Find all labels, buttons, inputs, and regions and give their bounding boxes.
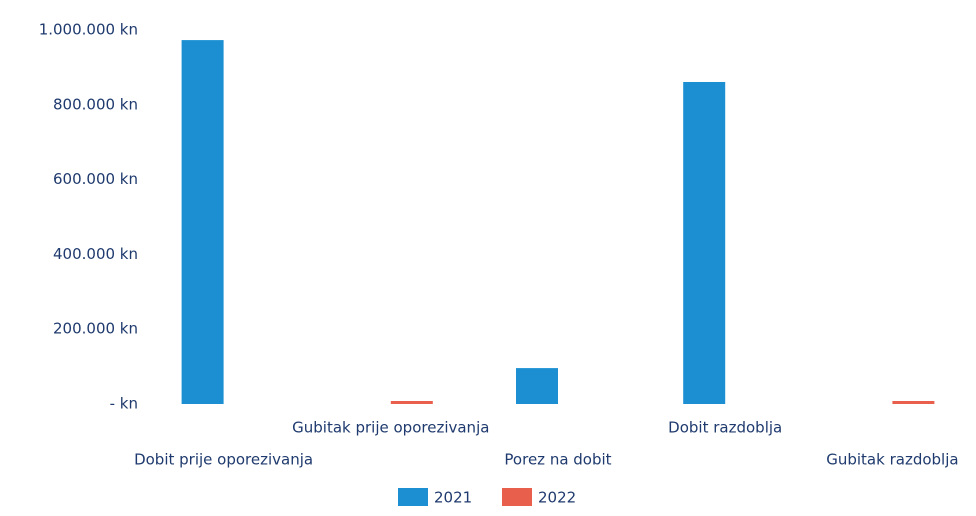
x-tick-label: Dobit razdoblja [668,419,782,437]
bar [892,401,935,404]
y-tick-label: 800.000 kn [53,95,138,113]
bar [390,401,433,404]
y-tick-label: 600.000 kn [53,170,138,188]
bar [683,81,726,405]
y-tick-label: 200.000 kn [53,320,138,338]
legend-swatch [502,488,532,506]
legend-label: 2022 [538,489,576,507]
y-tick-label: - kn [110,395,138,413]
y-tick-label: 400.000 kn [53,245,138,263]
y-tick-label: 1.000.000 kn [39,21,138,39]
bar [516,368,558,404]
x-tick-label: Porez na dobit [504,451,611,469]
bar [181,40,224,405]
x-tick-label: Gubitak prije oporezivanja [292,419,489,437]
x-tick-label: Dobit prije oporezivanja [134,451,313,469]
legend-swatch [398,488,428,506]
x-tick-label: Gubitak razdoblja [826,451,958,469]
legend-label: 2021 [434,489,472,507]
